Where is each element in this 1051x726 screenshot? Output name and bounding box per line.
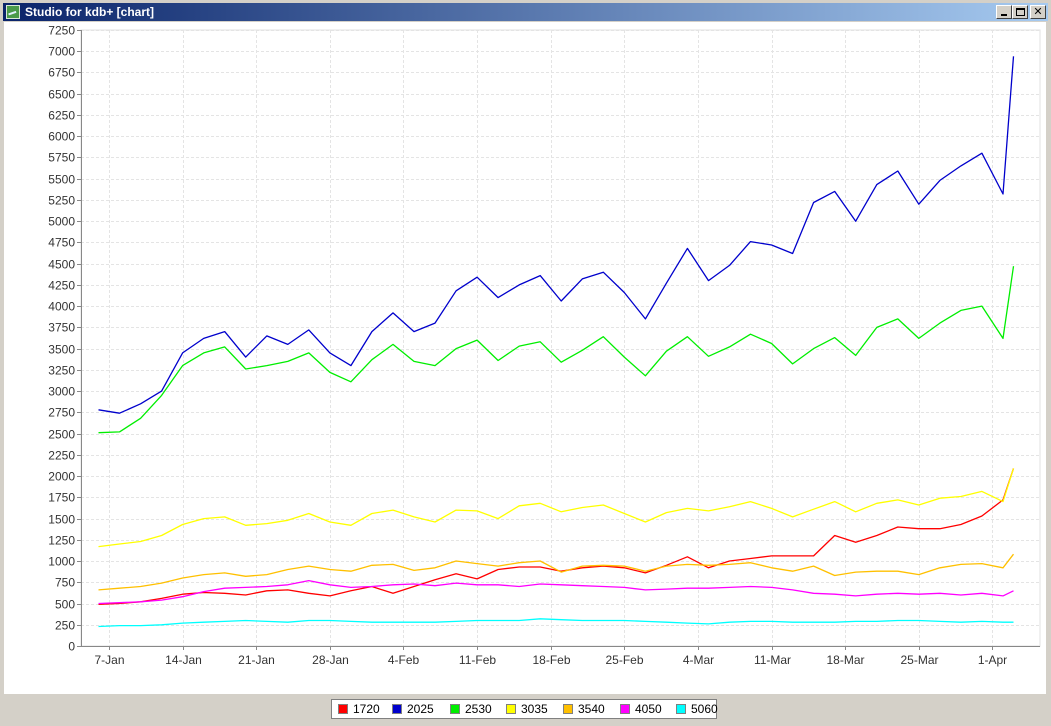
y-tick-label: 5500 xyxy=(48,173,75,187)
minimize-icon xyxy=(1001,14,1007,16)
y-tick-label: 3500 xyxy=(48,343,75,357)
line-chart[interactable]: 0 250 500 750 1000 1250 1500 1750 2000 2250 2500 27… xyxy=(4,22,1046,694)
y-tick-label: 3250 xyxy=(48,364,75,378)
series-line-2025[interactable] xyxy=(98,56,1015,414)
legend-label: 3540 xyxy=(578,702,605,716)
series-line-4050[interactable] xyxy=(98,579,1014,605)
x-tick-label: 4-Mar xyxy=(683,653,714,667)
minimize-button[interactable] xyxy=(996,5,1012,19)
title-bar[interactable]: Studio for kdb+ [chart] ✕ xyxy=(3,3,1048,21)
series-line-1720[interactable] xyxy=(98,468,1015,606)
y-tick-label: 250 xyxy=(55,619,75,633)
legend-label: 2025 xyxy=(407,702,434,716)
legend-label: 3035 xyxy=(521,702,548,716)
x-tick-label: 21-Jan xyxy=(238,653,275,667)
chart-app-icon xyxy=(6,5,20,19)
x-tick-label: 14-Jan xyxy=(165,653,202,667)
y-tick-label: 1750 xyxy=(48,491,75,505)
legend-swatch xyxy=(450,704,460,714)
x-tick-label: 18-Mar xyxy=(826,653,864,667)
y-tick-label: 6500 xyxy=(48,88,75,102)
legend-swatch xyxy=(620,704,630,714)
y-tick-label: 4250 xyxy=(48,279,75,293)
series-line-2530[interactable] xyxy=(98,266,1015,434)
y-tick-label: 6250 xyxy=(48,109,75,123)
legend-swatch xyxy=(506,704,516,714)
x-tick-label: 18-Feb xyxy=(532,653,570,667)
y-tick-label: 750 xyxy=(55,576,75,590)
x-tick-label: 11-Mar xyxy=(754,653,791,667)
y-tick-label: 4000 xyxy=(48,300,75,314)
x-tick-label: 7-Jan xyxy=(94,653,124,667)
y-tick-label: 4750 xyxy=(48,236,75,250)
x-tick-label: 25-Feb xyxy=(605,653,643,667)
chart-legend: 1720 2025 2530 3035 3540 4050 5060 xyxy=(331,699,718,719)
maximize-button[interactable] xyxy=(1012,5,1028,19)
y-tick-label: 2000 xyxy=(48,470,75,484)
window-title: Studio for kdb+ [chart] xyxy=(25,5,154,19)
y-tick-label: 3750 xyxy=(48,321,75,335)
legend-swatch xyxy=(563,704,573,714)
y-tick-label: 2500 xyxy=(48,428,75,442)
y-tick-label: 500 xyxy=(55,598,75,612)
plot-area[interactable] xyxy=(80,29,1041,647)
y-tick-label: 7250 xyxy=(48,24,75,38)
series-line-3540[interactable] xyxy=(98,553,1015,591)
y-tick-label: 2250 xyxy=(48,449,75,463)
y-tick-label: 1250 xyxy=(48,534,75,548)
close-button[interactable]: ✕ xyxy=(1030,5,1046,19)
legend-swatch xyxy=(338,704,348,714)
x-tick-label: 1-Apr xyxy=(978,653,1007,667)
x-tick-label: 4-Feb xyxy=(388,653,420,667)
legend-label: 5060 xyxy=(691,702,718,716)
maximize-icon xyxy=(1016,8,1025,16)
y-tick-label: 3000 xyxy=(48,385,75,399)
y-tick-label: 1500 xyxy=(48,513,75,527)
y-tick-label: 6750 xyxy=(48,66,75,80)
y-tick-label: 1000 xyxy=(48,555,75,569)
legend-swatch xyxy=(392,704,402,714)
x-tick-label: 11-Feb xyxy=(459,653,496,667)
legend-label: 2530 xyxy=(465,702,492,716)
y-tick-label: 5000 xyxy=(48,215,75,229)
y-tick-label: 5250 xyxy=(48,194,75,208)
chart-panel[interactable]: 0 250 500 750 1000 1250 1500 1750 2000 2250 2500 27… xyxy=(4,22,1046,694)
legend-label: 1720 xyxy=(353,702,380,716)
legend-label: 4050 xyxy=(635,702,662,716)
y-tick-label: 2750 xyxy=(48,406,75,420)
y-tick-label: 4500 xyxy=(48,258,75,272)
y-tick-label: 5750 xyxy=(48,151,75,165)
x-tick-label: 25-Mar xyxy=(900,653,938,667)
x-tick-label: 28-Jan xyxy=(312,653,349,667)
series-line-3035[interactable] xyxy=(98,468,1015,548)
legend-swatch xyxy=(676,704,686,714)
close-icon: ✕ xyxy=(1033,6,1043,18)
y-tick-label: 0 xyxy=(68,640,75,654)
y-tick-label: 7000 xyxy=(48,45,75,59)
y-tick-label: 6000 xyxy=(48,130,75,144)
series-line-5060[interactable] xyxy=(98,618,1014,628)
